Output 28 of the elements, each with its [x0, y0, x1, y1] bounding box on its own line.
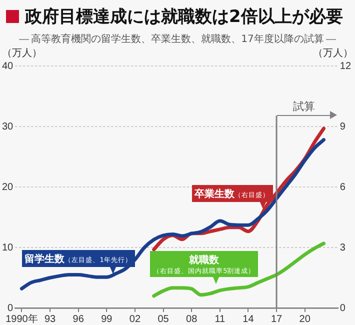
y2-tick-label: 12 — [340, 60, 352, 72]
x-tick-label: 02 — [129, 314, 141, 325]
y-tick-label: 40 — [2, 60, 14, 72]
x-tick-label: 20 — [299, 314, 311, 325]
chart-subtitle: 高等教育機関の留学生数、卒業生数、就職数、17年度以降の試算 — [31, 32, 324, 46]
y2-tick-label: 3 — [340, 242, 346, 254]
x-tick-label: 93 — [44, 314, 56, 325]
chart-title: 政府目標達成には就職数は2倍以上が必要 — [25, 6, 343, 28]
y-tick-label: 0 — [8, 302, 14, 314]
y2-tick-label: 0 — [340, 302, 346, 314]
x-tick-label: 96 — [72, 314, 84, 325]
x-tick-label: 17 — [270, 314, 283, 325]
y2-tick-label: 6 — [340, 182, 346, 193]
y2-axis-title: （万人） — [313, 48, 353, 59]
x-tick-label: 05 — [158, 314, 170, 325]
x-tick-label: 11 — [214, 314, 226, 325]
x-tick-label: 14 — [242, 314, 254, 325]
line-series — [20, 138, 326, 290]
y2-tick-label: 9 — [340, 121, 346, 132]
y-tick-label: 20 — [2, 182, 14, 193]
line-series — [152, 242, 326, 298]
y-axis-title: （万人） — [2, 48, 42, 59]
x-tick-label: 1990年 — [6, 312, 38, 325]
x-tick-label: 99 — [101, 314, 113, 325]
ref-line-label: 試算 — [293, 100, 316, 113]
y-tick-label: 10 — [2, 242, 14, 254]
y-tick-label: 30 — [2, 121, 14, 132]
x-tick-label: 08 — [186, 314, 198, 325]
